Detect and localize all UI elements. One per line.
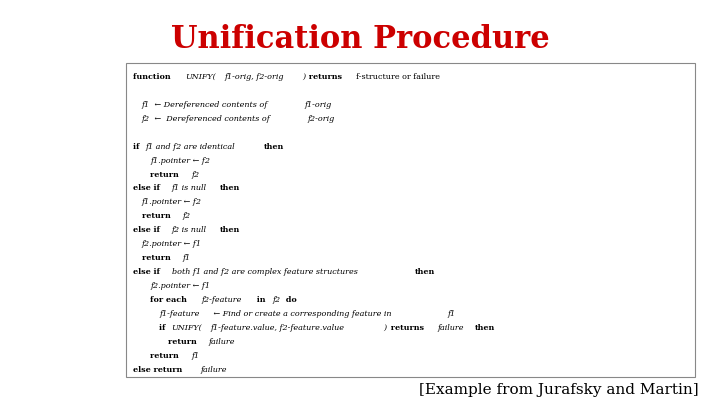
Text: f1 is null: f1 is null — [171, 185, 209, 192]
Text: if: if — [133, 143, 143, 151]
Bar — [126, 63, 695, 377]
Text: return: return — [142, 212, 174, 220]
Text: f2: f2 — [142, 115, 150, 123]
Text: f2: f2 — [182, 212, 191, 220]
Text: failure: failure — [208, 338, 235, 346]
Text: returns: returns — [387, 324, 426, 332]
Text: [Example from Jurafsky and Martin]: [Example from Jurafsky and Martin] — [419, 383, 698, 397]
Text: failure: failure — [200, 366, 227, 374]
Text: ← Dereferenced contents of: ← Dereferenced contents of — [153, 101, 270, 109]
Text: then: then — [475, 324, 495, 332]
Text: ): ) — [302, 73, 305, 81]
Text: f2: f2 — [191, 171, 199, 179]
Text: return: return — [150, 352, 182, 360]
Text: return: return — [168, 338, 199, 346]
Text: return: return — [150, 171, 182, 179]
Text: f2.pointer ← f1: f2.pointer ← f1 — [150, 282, 210, 290]
Text: f2-feature: f2-feature — [202, 296, 242, 304]
Text: for each: for each — [150, 296, 190, 304]
Text: function: function — [133, 73, 174, 81]
Text: ← Find or create a corresponding feature in: ← Find or create a corresponding feature… — [211, 310, 395, 318]
Text: f1-feature.value, f2-feature.value: f1-feature.value, f2-feature.value — [211, 324, 345, 332]
Text: f1: f1 — [142, 101, 150, 109]
Text: else return: else return — [133, 366, 185, 374]
Text: else if: else if — [133, 226, 163, 234]
Text: UNIFY(: UNIFY( — [171, 324, 202, 332]
Text: f1-orig: f1-orig — [305, 101, 331, 109]
Text: f2-orig: f2-orig — [307, 115, 335, 123]
Text: then: then — [264, 143, 284, 151]
Text: then: then — [220, 226, 240, 234]
Text: failure: failure — [438, 324, 467, 332]
Text: f1.pointer ← f2: f1.pointer ← f2 — [142, 198, 202, 207]
Text: f1-orig, f2-orig: f1-orig, f2-orig — [225, 73, 284, 81]
Text: f1: f1 — [447, 310, 456, 318]
Text: ←  Dereferenced contents of: ← Dereferenced contents of — [153, 115, 273, 123]
Text: f1: f1 — [191, 352, 199, 360]
Text: return: return — [142, 254, 174, 262]
Text: if: if — [159, 324, 168, 332]
Text: then: then — [220, 185, 240, 192]
Text: f1-feature: f1-feature — [159, 310, 199, 318]
Text: do: do — [282, 296, 297, 304]
Text: f2 is null: f2 is null — [171, 226, 209, 234]
Text: else if: else if — [133, 268, 163, 276]
Text: returns: returns — [306, 73, 345, 81]
Text: else if: else if — [133, 185, 163, 192]
Text: f2: f2 — [272, 296, 280, 304]
Text: in: in — [253, 296, 268, 304]
Text: then: then — [415, 268, 435, 276]
Text: ): ) — [384, 324, 387, 332]
Text: f1: f1 — [182, 254, 191, 262]
Text: f-structure or failure: f-structure or failure — [356, 73, 440, 81]
Text: both f1 and f2 are complex feature structures: both f1 and f2 are complex feature struc… — [171, 268, 360, 276]
Text: UNIFY(: UNIFY( — [185, 73, 216, 81]
Text: Unification Procedure: Unification Procedure — [171, 24, 549, 55]
Text: f2.pointer ← f1: f2.pointer ← f1 — [142, 240, 202, 248]
Text: f1.pointer ← f2: f1.pointer ← f2 — [150, 157, 210, 164]
Text: f1 and f2 are identical: f1 and f2 are identical — [145, 143, 238, 151]
